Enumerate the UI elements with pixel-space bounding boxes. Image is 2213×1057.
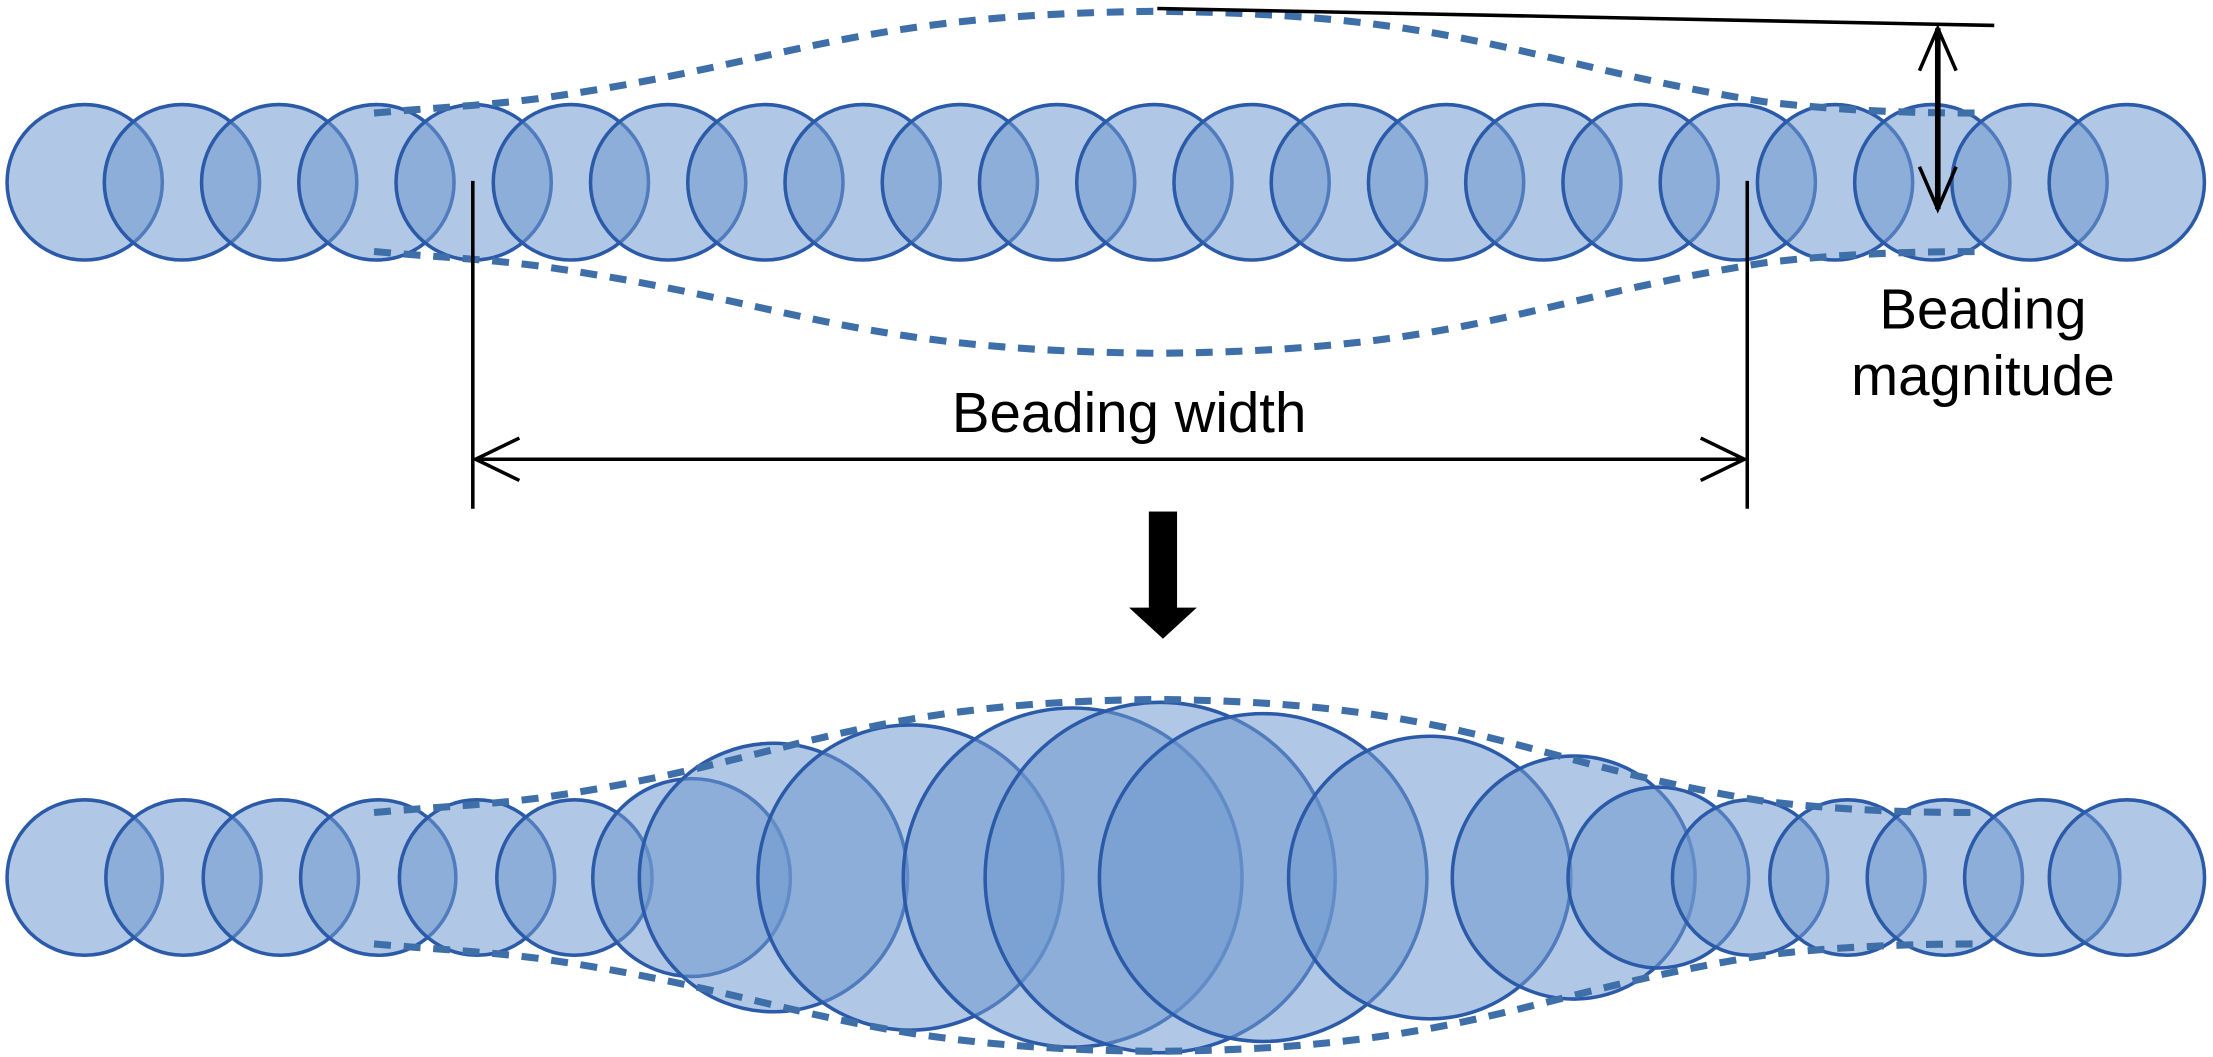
magnitude-arrowhead-bottom [1917, 166, 1958, 214]
top-envelope-lower [373, 247, 1976, 357]
width-arrowhead-left [471, 436, 521, 483]
beading-magnitude-label-line1: Beading [1879, 278, 2086, 341]
magnitude-reference-line [1157, 6, 1995, 28]
top-envelope-upper [373, 7, 1976, 117]
width-arrowhead-right [1699, 436, 1749, 483]
beading-width-label: Beading width [952, 381, 1307, 444]
down-arrow-head [1129, 607, 1197, 639]
bottom-envelope-lower [373, 940, 1976, 1055]
bead [2047, 102, 2207, 262]
top-beads [5, 102, 2207, 262]
bottom-beads [5, 700, 2207, 1055]
down-arrow-shaft [1148, 511, 1178, 611]
beading-magnitude-label-line2: magnitude [1851, 344, 2115, 407]
magnitude-arrowhead-top [1917, 23, 1958, 72]
bottom-envelope-upper [373, 695, 1976, 817]
bead [2047, 798, 2207, 958]
